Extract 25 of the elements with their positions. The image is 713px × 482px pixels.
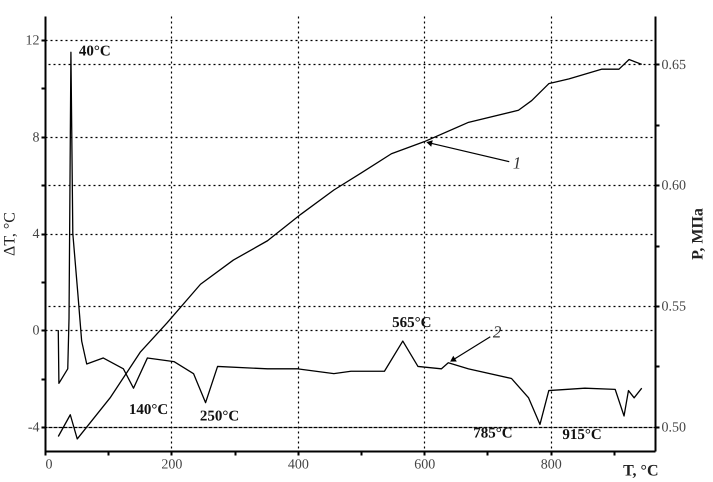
y2-tick-label: 0.50 — [662, 420, 686, 436]
annotation: 40°C — [78, 43, 111, 60]
annotation: 565°C — [392, 315, 432, 332]
y-tick-label: -4 — [28, 420, 40, 436]
annotation: 915°C — [562, 426, 602, 443]
y2-tick-label: 0.65 — [662, 58, 686, 73]
y-tick-label: 4 — [32, 227, 40, 242]
y-axis-title: ΔT, °C — [2, 212, 18, 256]
y2-axis-title: P, МПа — [690, 208, 706, 260]
x-tick-label: 400 — [288, 458, 309, 472]
annotation: 250°C — [200, 408, 240, 425]
x-axis-title: T, °C — [623, 462, 658, 480]
y-tick-label: 12 — [26, 34, 40, 49]
x-tick-label: 600 — [414, 458, 436, 472]
y2-tick-label: 0.60 — [662, 178, 686, 194]
x-tick-label: 0 — [46, 458, 52, 472]
y-tick-label: 0 — [32, 324, 40, 339]
legend-label: 1 — [512, 154, 522, 172]
x-tick-label: 800 — [540, 458, 562, 472]
y-tick-label: 8 — [32, 130, 40, 146]
y2-tick-label: 0.55 — [662, 300, 686, 314]
annotation: 140°C — [128, 402, 168, 418]
annotation: 785°C — [473, 425, 513, 442]
series-label: 2 — [492, 322, 502, 342]
x-tick-label: 200 — [161, 458, 182, 472]
